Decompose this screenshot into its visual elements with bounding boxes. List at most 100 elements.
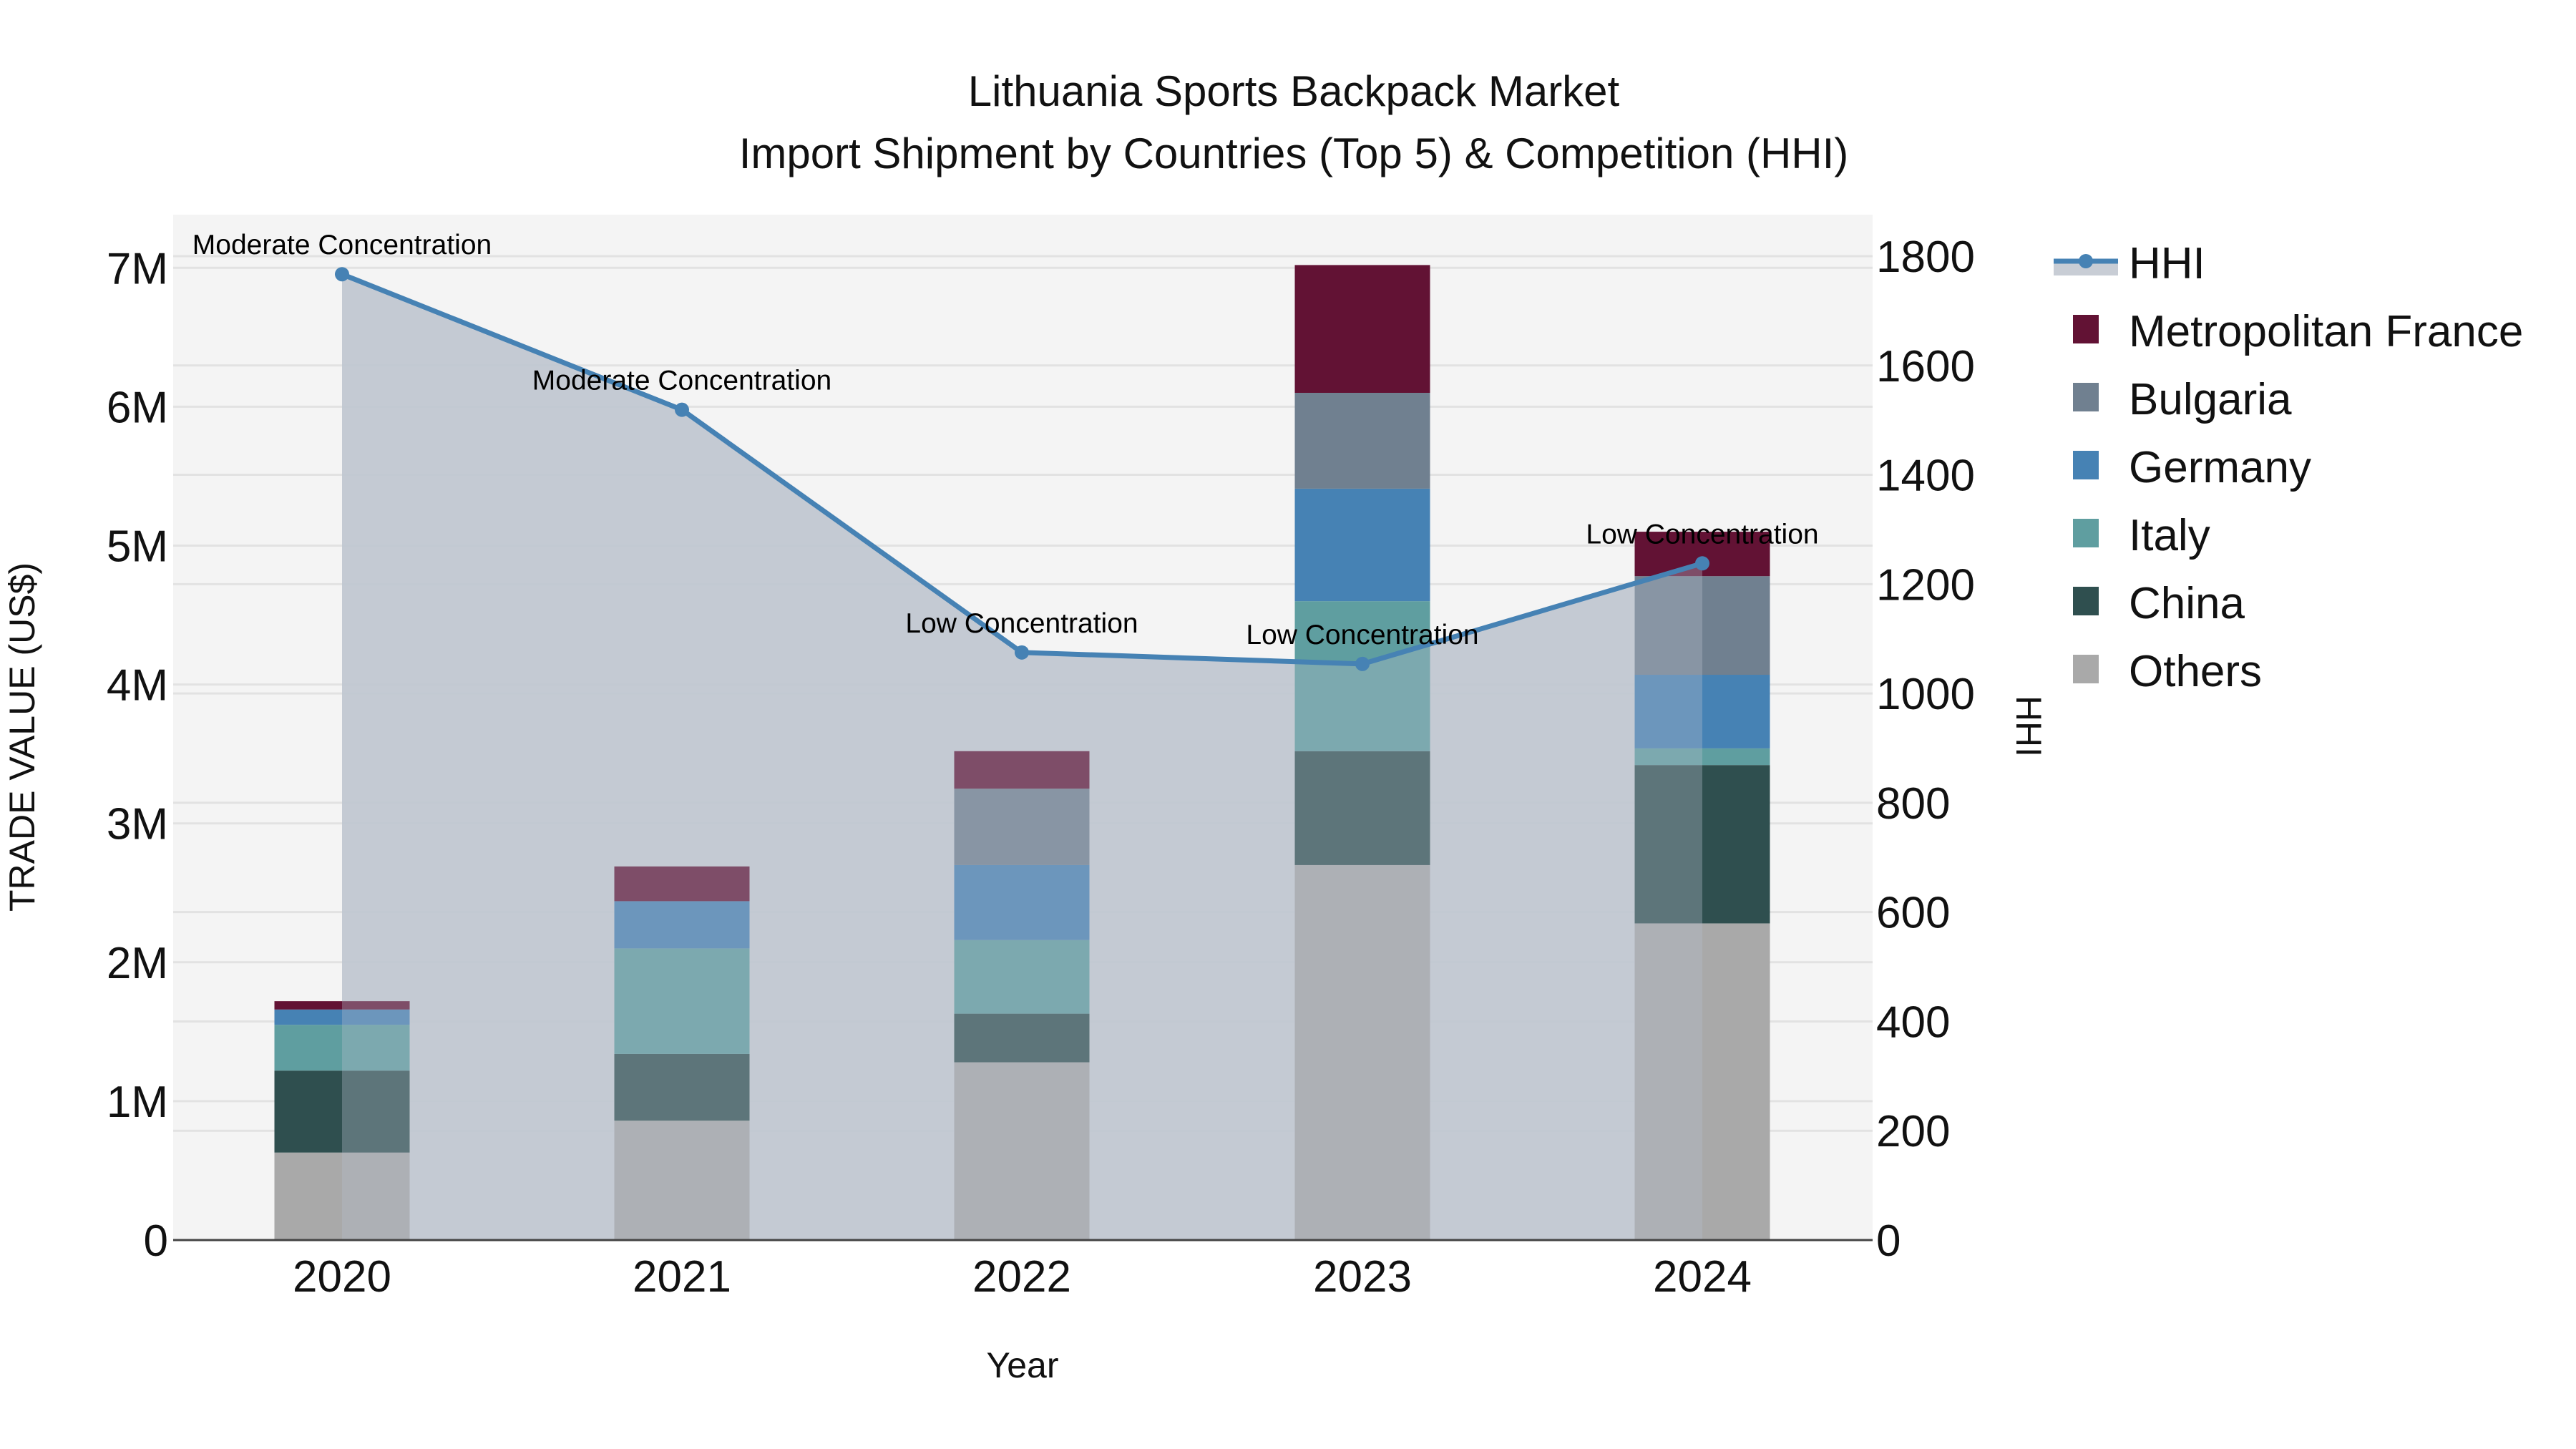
x-tick-label: 2022 [972, 1252, 1071, 1302]
legend-item-others[interactable]: Others [2073, 647, 2262, 696]
hhi-point[interactable] [335, 267, 349, 282]
hhi-line [335, 267, 1709, 671]
bar-segment-germany[interactable] [614, 901, 750, 949]
bar-segment-italy[interactable] [954, 940, 1090, 1014]
legend: HHI Metropolitan France Bulgaria Germany Ita… [2054, 239, 2523, 696]
y-axis-ticks: 0 1M 2M 3M 4M 5M 6M 7M [107, 244, 168, 1266]
legend-label: Italy [2129, 511, 2210, 560]
x-tick-label: 2021 [633, 1252, 731, 1302]
bar-segment-others[interactable] [274, 1152, 410, 1240]
bar-stack-2023[interactable] [1294, 265, 1430, 1240]
y2-tick-label: 1000 [1876, 670, 1975, 719]
bar-segment-others[interactable] [954, 1062, 1090, 1240]
y2-tick-label: 400 [1876, 997, 1950, 1047]
legend-label: Metropolitan France [2129, 307, 2523, 356]
bar-stack-2022[interactable] [954, 751, 1090, 1240]
y2-tick-label: 1200 [1876, 560, 1975, 610]
bar-segment-china[interactable] [614, 1053, 750, 1121]
bar-segment-germany[interactable] [1634, 675, 1770, 748]
legend-swatch-icon [2073, 451, 2099, 479]
bar-segment-bulgaria[interactable] [1634, 576, 1770, 675]
legend-label: Germany [2129, 443, 2311, 492]
y2-tick-label: 1800 [1876, 233, 1975, 282]
y2-axis-title: HHI [2009, 696, 2049, 757]
bar-segment-metropolitan-france[interactable] [614, 866, 750, 902]
hhi-point[interactable] [1695, 556, 1709, 571]
bar-segment-china[interactable] [274, 1070, 410, 1153]
bar-segment-bulgaria[interactable] [1294, 392, 1430, 489]
bar-segment-china[interactable] [1634, 765, 1770, 924]
legend-swatch-icon [2073, 315, 2099, 343]
y-tick-label: 1M [107, 1078, 168, 1127]
hhi-point[interactable] [1355, 656, 1370, 671]
hhi-point[interactable] [1015, 645, 1029, 660]
legend-label: China [2129, 579, 2245, 628]
bar-stack-2021[interactable] [614, 866, 750, 1240]
hhi-annotation: Low Concentration [905, 608, 1138, 639]
bar-segment-china[interactable] [954, 1013, 1090, 1063]
y-tick-label: 6M [107, 383, 168, 432]
x-tick-label: 2024 [1653, 1252, 1752, 1302]
hhi-area-overlay [342, 274, 1702, 1240]
bar-segment-others[interactable] [1294, 864, 1430, 1240]
y2-tick-label: 200 [1876, 1107, 1950, 1156]
bar-segment-italy[interactable] [274, 1025, 410, 1071]
hhi-annotation: Moderate Concentration [192, 230, 492, 260]
bar-stack-2024[interactable] [1634, 532, 1770, 1240]
y-tick-label: 7M [107, 244, 168, 293]
stacked-bars [274, 265, 1770, 1240]
bar-segment-germany[interactable] [1294, 488, 1430, 602]
bar-segment-metropolitan-france[interactable] [1294, 265, 1430, 393]
legend-item-hhi[interactable]: HHI [2054, 239, 2205, 288]
hhi-annotation: Low Concentration [1246, 620, 1478, 650]
bar-segment-germany[interactable] [274, 1009, 410, 1025]
legend-swatch-icon [2073, 383, 2099, 411]
bar-segment-bulgaria[interactable] [954, 789, 1090, 865]
x-tick-label: 2020 [293, 1252, 391, 1302]
x-axis-ticks: 2020 2021 2022 2023 2024 [293, 1252, 1752, 1302]
hhi-annotations: Moderate Concentration Moderate Concentra… [192, 230, 1819, 650]
legend-swatch-icon [2073, 587, 2099, 615]
legend-item-metropolitan-france[interactable]: Metropolitan France [2073, 307, 2523, 356]
x-tick-label: 2023 [1313, 1252, 1412, 1302]
y2-tick-label: 0 [1876, 1216, 1901, 1266]
bar-segment-italy[interactable] [614, 948, 750, 1054]
y2-axis-ticks: 0 200 400 600 800 1000 1200 1400 1600 1800 [1876, 233, 1975, 1266]
legend-item-italy[interactable]: Italy [2073, 511, 2210, 560]
bar-segment-italy[interactable] [1634, 748, 1770, 766]
legend-label: Bulgaria [2129, 375, 2292, 424]
hhi-annotation: Moderate Concentration [532, 366, 831, 396]
x-axis-title: Year [986, 1345, 1058, 1385]
legend-swatch-icon [2073, 655, 2099, 683]
bar-stack-2020[interactable] [274, 1001, 410, 1240]
hhi-annotation: Low Concentration [1586, 519, 1818, 550]
legend-item-china[interactable]: China [2073, 579, 2245, 628]
chart-title: Lithuania Sports Backpack Market [968, 67, 1620, 115]
bar-segment-italy[interactable] [1294, 601, 1430, 751]
legend-item-bulgaria[interactable]: Bulgaria [2073, 375, 2292, 424]
bar-segment-germany[interactable] [954, 864, 1090, 940]
legend-label: Others [2129, 647, 2262, 696]
bar-segment-metropolitan-france[interactable] [274, 1001, 410, 1010]
y2-tick-label: 800 [1876, 779, 1950, 829]
y-axis-title: TRADE VALUE (US$) [2, 562, 42, 912]
bar-segment-china[interactable] [1294, 751, 1430, 865]
legend-label: HHI [2129, 239, 2205, 288]
bar-segment-metropolitan-france[interactable] [954, 751, 1090, 789]
y-tick-label: 2M [107, 939, 168, 988]
y-tick-label: 5M [107, 522, 168, 572]
y-tick-label: 4M [107, 661, 168, 711]
bar-segment-others[interactable] [614, 1121, 750, 1240]
chart-subtitle: Import Shipment by Countries (Top 5) & C… [739, 130, 1849, 177]
legend-marker-icon [2079, 254, 2093, 268]
y2-tick-label: 600 [1876, 889, 1950, 938]
legend-swatch-icon [2073, 519, 2099, 547]
hhi-point[interactable] [675, 402, 689, 417]
y2-tick-label: 1600 [1876, 342, 1975, 391]
y-tick-label: 0 [144, 1216, 168, 1266]
legend-item-germany[interactable]: Germany [2073, 443, 2311, 492]
y2-tick-label: 1400 [1876, 452, 1975, 501]
y-tick-label: 3M [107, 800, 168, 849]
bar-segment-others[interactable] [1634, 923, 1770, 1240]
